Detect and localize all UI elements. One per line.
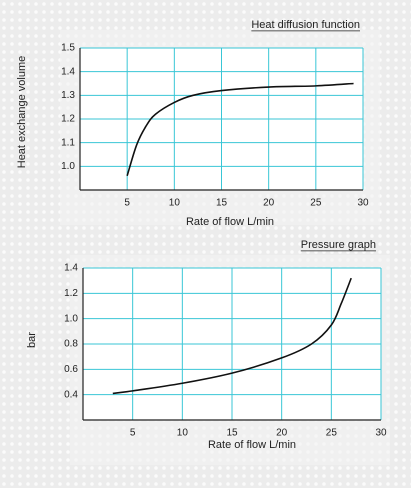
x-axis-label: Rate of flow L/min <box>208 439 296 451</box>
y-tick-label: 1.0 <box>64 313 78 324</box>
y-tick-label: 0.4 <box>64 389 78 400</box>
y-tick-label: 1.2 <box>61 114 75 125</box>
y-tick-label: 1.2 <box>64 288 78 299</box>
y-tick-label: 0.6 <box>64 364 78 375</box>
y-tick-label: 1.4 <box>61 66 75 77</box>
y-tick-label: 1.5 <box>61 43 75 54</box>
x-tick-label: 5 <box>130 428 136 439</box>
x-tick-label: 25 <box>326 428 338 439</box>
y-tick-label: 0.8 <box>64 339 78 350</box>
y-axis-label: Heat exchange volume <box>16 56 28 169</box>
y-tick-label: 1.0 <box>61 161 75 172</box>
data-line <box>112 277 352 395</box>
y-tick-label: 1.3 <box>61 90 75 101</box>
y-tick-label: 1.4 <box>64 263 78 274</box>
x-tick-label: 20 <box>276 428 288 439</box>
x-tick-label: 15 <box>216 198 228 209</box>
y-tick-label: 1.1 <box>61 137 75 148</box>
chart-title: Pressure graph <box>301 239 376 251</box>
data-line <box>126 82 354 177</box>
x-tick-label: 30 <box>357 198 369 209</box>
x-tick-label: 20 <box>263 198 275 209</box>
chart-title: Heat diffusion function <box>251 19 360 31</box>
x-tick-label: 10 <box>169 198 181 209</box>
x-tick-label: 10 <box>177 428 189 439</box>
x-tick-label: 5 <box>124 198 130 209</box>
x-tick-label: 25 <box>310 198 322 209</box>
x-tick-label: 30 <box>375 428 387 439</box>
x-tick-label: 15 <box>226 428 238 439</box>
y-axis-label: bar <box>26 332 38 348</box>
x-axis-label: Rate of flow L/min <box>186 216 274 228</box>
